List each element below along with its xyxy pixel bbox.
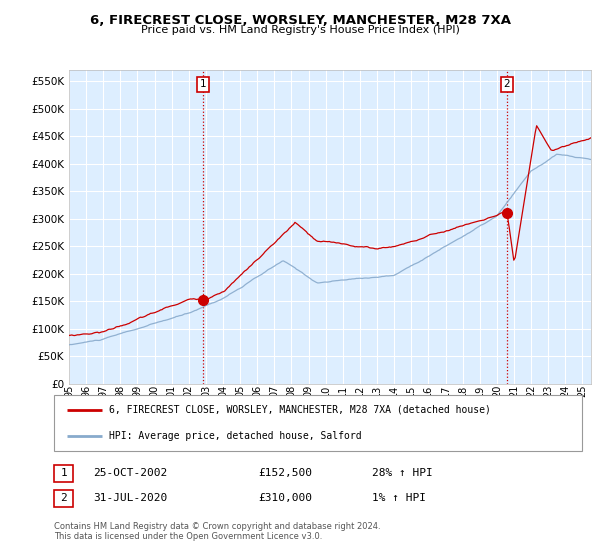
Text: 1: 1 <box>200 79 206 89</box>
Text: 6, FIRECREST CLOSE, WORSLEY, MANCHESTER, M28 7XA: 6, FIRECREST CLOSE, WORSLEY, MANCHESTER,… <box>89 14 511 27</box>
Text: 2: 2 <box>503 79 510 89</box>
Text: 2: 2 <box>60 493 67 503</box>
FancyBboxPatch shape <box>54 490 73 507</box>
Text: 6, FIRECREST CLOSE, WORSLEY, MANCHESTER, M28 7XA (detached house): 6, FIRECREST CLOSE, WORSLEY, MANCHESTER,… <box>109 405 491 415</box>
Text: 25-OCT-2002: 25-OCT-2002 <box>93 468 167 478</box>
Text: £152,500: £152,500 <box>258 468 312 478</box>
Text: Contains HM Land Registry data © Crown copyright and database right 2024.
This d: Contains HM Land Registry data © Crown c… <box>54 522 380 542</box>
Text: 1: 1 <box>60 468 67 478</box>
Text: 31-JUL-2020: 31-JUL-2020 <box>93 493 167 503</box>
FancyBboxPatch shape <box>54 465 73 482</box>
Text: 1% ↑ HPI: 1% ↑ HPI <box>372 493 426 503</box>
Text: HPI: Average price, detached house, Salford: HPI: Average price, detached house, Salf… <box>109 431 362 441</box>
FancyBboxPatch shape <box>54 395 582 451</box>
Text: 28% ↑ HPI: 28% ↑ HPI <box>372 468 433 478</box>
Text: £310,000: £310,000 <box>258 493 312 503</box>
Text: Price paid vs. HM Land Registry's House Price Index (HPI): Price paid vs. HM Land Registry's House … <box>140 25 460 35</box>
